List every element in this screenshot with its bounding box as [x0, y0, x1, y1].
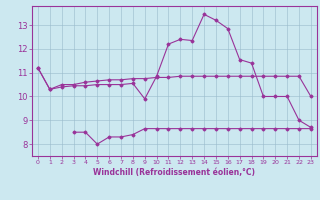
X-axis label: Windchill (Refroidissement éolien,°C): Windchill (Refroidissement éolien,°C) — [93, 168, 255, 177]
